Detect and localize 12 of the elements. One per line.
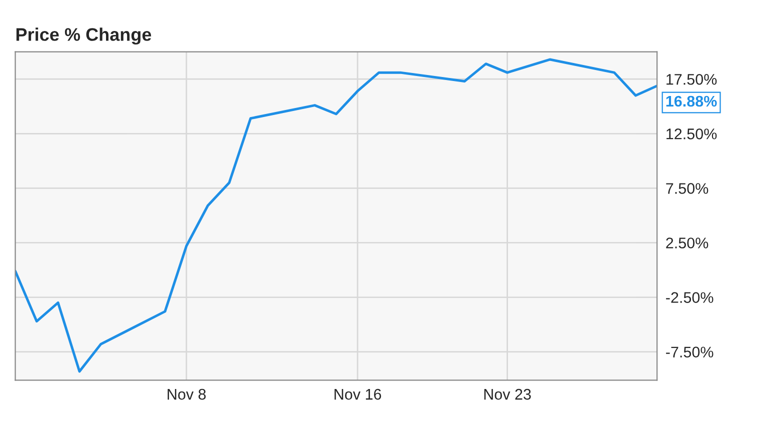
line-series: [15, 58, 658, 373]
x-tick-label: Nov 8: [168, 388, 206, 400]
data-label: 16.88%: [666, 96, 717, 107]
chart-title: Price % Change: [16, 28, 152, 45]
y-tick-label: 2.50%: [666, 238, 708, 248]
x-tick-label: Nov 23: [484, 388, 531, 400]
y-tick-label: -7.50%: [666, 346, 714, 358]
x-tick-label: Nov 16: [334, 388, 382, 400]
y-tick-label: 17.50%: [666, 74, 717, 85]
y-tick-label: -2.50%: [666, 292, 714, 303]
y-tick-label: 12.50%: [666, 128, 717, 140]
y-tick-label: 7.50%: [666, 183, 708, 194]
